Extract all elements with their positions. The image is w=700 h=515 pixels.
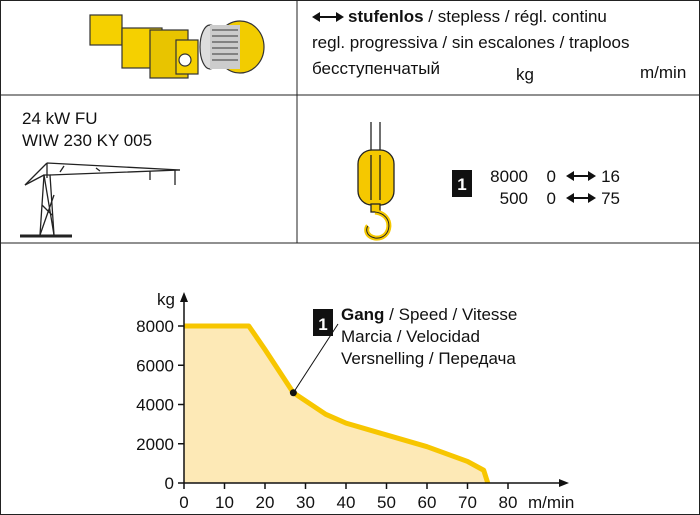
y-tick-label: 8000 (136, 317, 174, 336)
table-cell: 8000 (490, 167, 528, 186)
unit-label: m/min (640, 63, 686, 82)
header-line: regl. progressiva / sin escalones / trap… (312, 33, 630, 52)
annotation-text: / Speed / Vitesse (384, 305, 517, 324)
unit-label: kg (516, 65, 534, 84)
x-tick-label: 80 (499, 493, 518, 512)
annotation: Marcia / Velocidad (341, 327, 480, 346)
x-tick-label: 0 (179, 493, 188, 512)
table-cell: 0 (547, 189, 556, 208)
y-axis-label: kg (157, 290, 175, 309)
x-tick-label: 60 (418, 493, 437, 512)
badge-text: 1 (318, 315, 327, 334)
x-tick-label: 30 (296, 493, 315, 512)
annotation-bold: Gang (341, 305, 384, 324)
x-tick-label: 50 (377, 493, 396, 512)
mode-text: / stepless / régl. continu (424, 7, 607, 26)
y-tick-label: 4000 (136, 396, 174, 415)
y-tick-label: 6000 (136, 356, 174, 375)
x-tick-label: 10 (215, 493, 234, 512)
x-tick-label: 40 (337, 493, 356, 512)
table-cell: 500 (500, 189, 528, 208)
drive-power: 24 kW FU (22, 109, 98, 128)
spec-sheet: stufenlos / stepless / régl. continu reg… (0, 0, 700, 515)
header-line: бесступенчатый (312, 59, 440, 78)
table-cell: 75 (601, 189, 620, 208)
mode-bold: stufenlos (348, 7, 424, 26)
y-tick-label: 2000 (136, 435, 174, 454)
x-tick-label: 70 (458, 493, 477, 512)
table-cell: 0 (547, 167, 556, 186)
x-tick-label: 20 (256, 493, 275, 512)
table-cell: 16 (601, 167, 620, 186)
header-line: stufenlos / stepless / régl. continu (348, 7, 607, 26)
annotation: Gang / Speed / Vitesse (341, 305, 517, 324)
badge-text: 1 (457, 175, 466, 194)
x-axis-label: m/min (528, 493, 574, 512)
y-tick-label: 0 (165, 474, 174, 493)
annotation: Versnelling / Передача (341, 349, 516, 368)
drive-model: WIW 230 KY 005 (22, 131, 152, 150)
